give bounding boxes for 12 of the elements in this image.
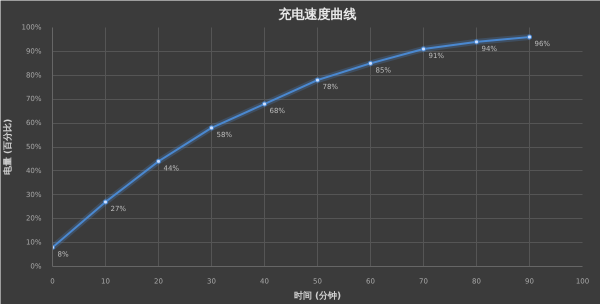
point — [368, 60, 373, 66]
x-axis-title: 时间 (分钟) — [294, 290, 342, 302]
point — [209, 125, 214, 130]
point — [262, 101, 267, 106]
chart-title: 充电速度曲线 — [278, 6, 356, 22]
point — [527, 34, 532, 40]
point — [103, 199, 108, 204]
point — [156, 158, 161, 164]
point — [421, 46, 426, 52]
y-axis-title: 电量 (百分比) — [2, 118, 14, 176]
point — [474, 39, 479, 44]
point — [315, 78, 320, 83]
